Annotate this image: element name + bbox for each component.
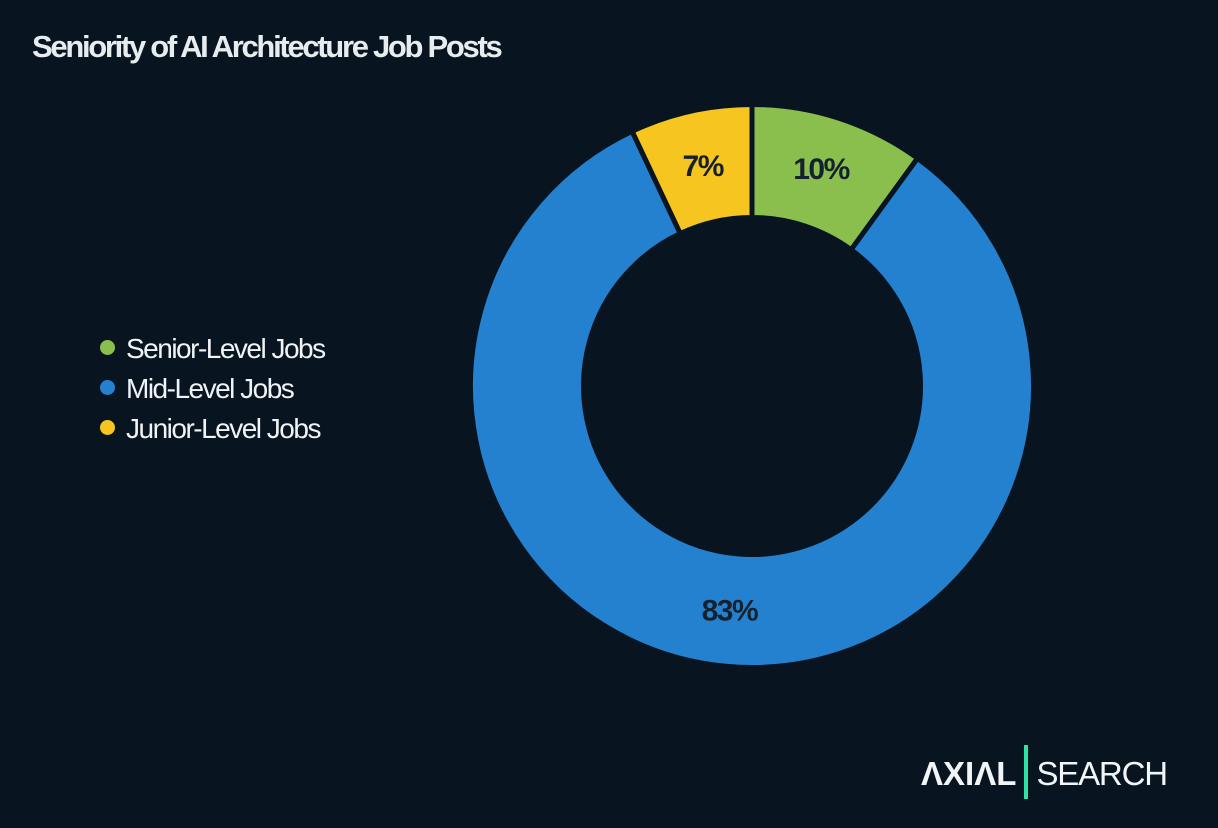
svg-text:83%: 83% — [702, 595, 758, 628]
svg-text:10%: 10% — [793, 153, 849, 186]
svg-text:7%: 7% — [683, 150, 724, 183]
